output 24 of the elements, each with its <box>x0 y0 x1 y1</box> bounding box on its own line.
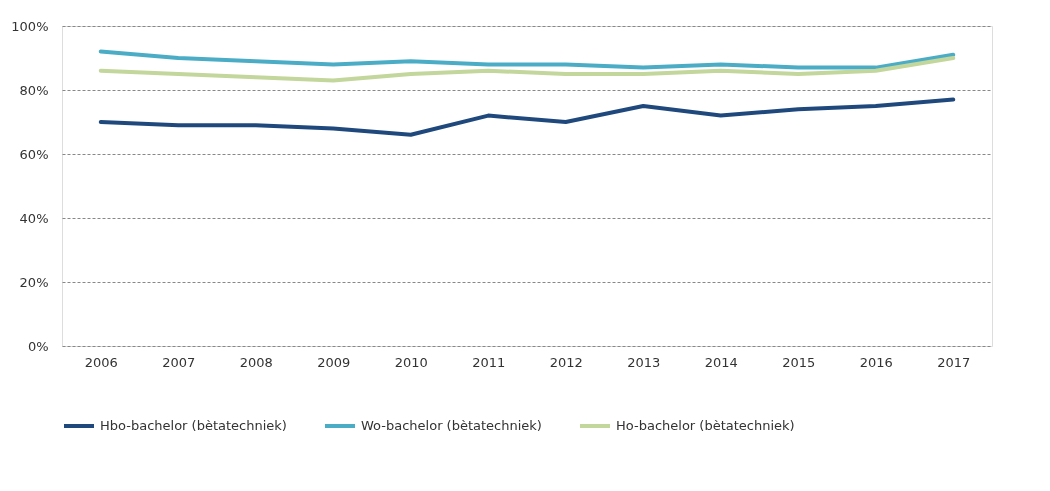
x-tick-label: 2013 <box>627 354 661 370</box>
x-tick-label: 2015 <box>782 354 816 370</box>
x-tick-label: 2017 <box>937 354 971 370</box>
line-series <box>98 49 956 70</box>
x-tick-label: 2008 <box>239 354 273 370</box>
x-tick-label: 2006 <box>84 354 118 370</box>
x-tick-label: 2009 <box>317 354 351 370</box>
x-tick-label: 2007 <box>162 354 196 370</box>
y-tick-label: 100% <box>11 18 49 34</box>
y-tick-label: 0% <box>27 338 49 354</box>
x-tick-label: 2014 <box>704 354 738 370</box>
line-series <box>98 97 956 137</box>
legend-label: Wo-bachelor (bètatechniek) <box>361 418 542 433</box>
y-tick-label: 80% <box>19 82 49 98</box>
x-tick-label: 2016 <box>859 354 893 370</box>
x-tick-label: 2012 <box>549 354 583 370</box>
y-tick-label: 40% <box>19 210 49 226</box>
y-tick-label: 60% <box>19 146 49 162</box>
x-tick-label: 2010 <box>394 354 428 370</box>
legend-label: Ho-bachelor (bètatechniek) <box>616 418 795 433</box>
x-tick-label: 2011 <box>472 354 506 370</box>
legend-label: Hbo-bachelor (bètatechniek) <box>100 418 287 433</box>
line-series <box>98 56 956 83</box>
y-tick-label: 20% <box>19 274 49 290</box>
